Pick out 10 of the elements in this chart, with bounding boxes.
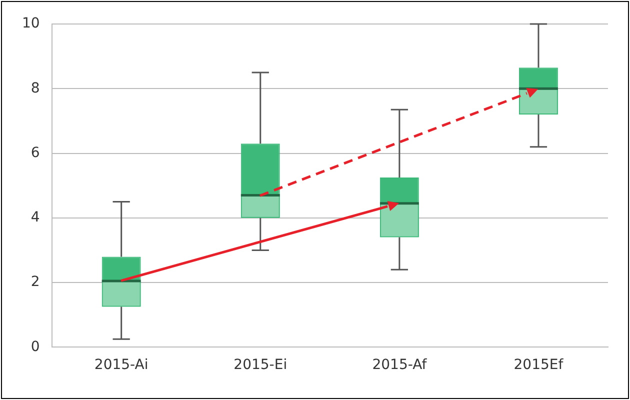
y-tick-label: 0: [30, 338, 40, 355]
y-tick-label: 2: [30, 274, 40, 290]
x-tick-label: 2015-Ei: [234, 357, 288, 374]
x-tick-label: 2015Ef: [514, 357, 564, 374]
y-tick-label: 10: [22, 16, 40, 32]
y-tick-label: 6: [30, 144, 40, 161]
x-tick-label: 2015-Ai: [94, 357, 148, 374]
y-tick-label: 4: [30, 210, 40, 226]
x-tick-label: 2015-Af: [372, 357, 428, 374]
y-tick-label: 8: [30, 80, 40, 96]
